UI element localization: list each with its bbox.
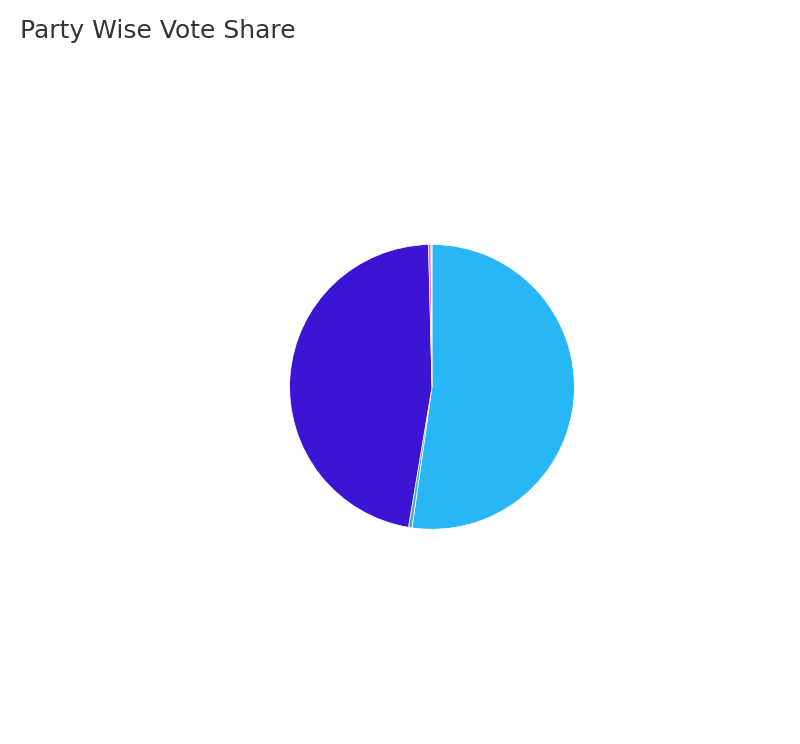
- Wedge shape: [409, 387, 432, 527]
- Text: Party Wise Vote Share: Party Wise Vote Share: [20, 19, 296, 42]
- Wedge shape: [431, 245, 432, 387]
- Wedge shape: [429, 245, 432, 387]
- Wedge shape: [412, 245, 574, 529]
- Wedge shape: [290, 245, 432, 527]
